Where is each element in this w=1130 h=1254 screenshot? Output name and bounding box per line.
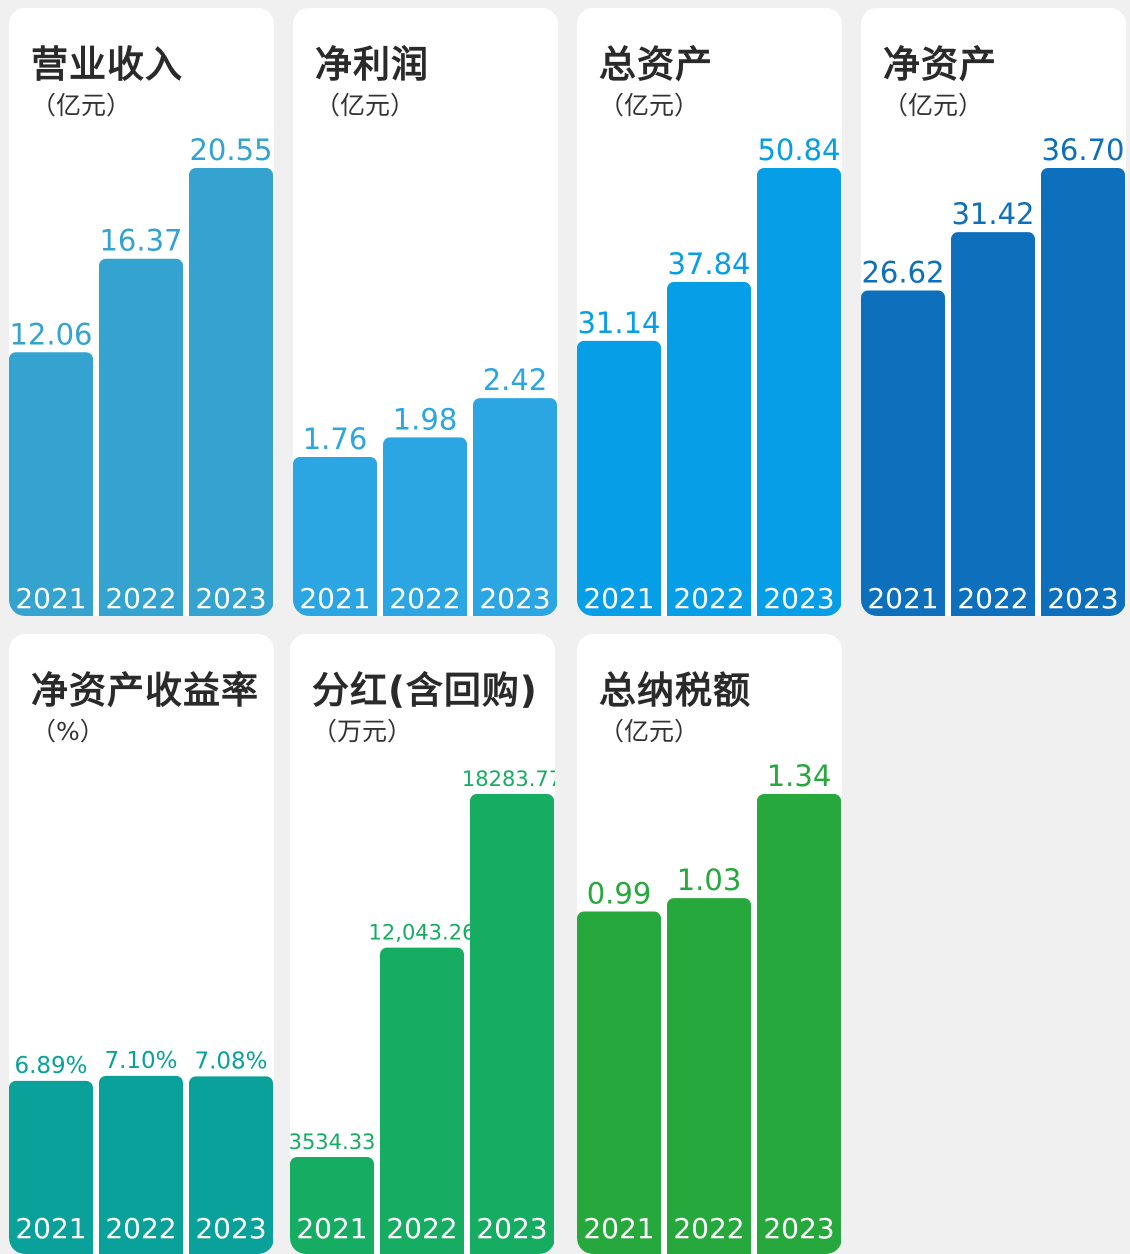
chart-card-revenue: 营业收入 （亿元） 12.06 2021 16.37 2022 20.55 2023 <box>9 8 274 616</box>
category-label: 2022 <box>105 582 176 615</box>
value-label: 31.42 <box>951 197 1034 231</box>
bar-2021 <box>861 290 945 616</box>
bar-2023 <box>189 168 273 616</box>
bar-chart: 1.76 2021 1.98 2022 2.42 2023 <box>293 363 557 616</box>
bar-2021 <box>290 1157 374 1254</box>
bar-2023 <box>757 794 841 1254</box>
value-label: 7.08% <box>194 1048 267 1074</box>
category-label: 2023 <box>1047 582 1118 615</box>
category-label: 2021 <box>15 1212 86 1245</box>
chart-title: 总资产 <box>599 43 713 86</box>
category-label: 2023 <box>476 1212 547 1245</box>
value-label: 7.10% <box>104 1048 177 1074</box>
chart-card-net-assets: 净资产 （亿元） 26.62 2021 31.42 2022 36.70 2023 <box>861 8 1126 616</box>
value-label: 0.99 <box>587 877 652 911</box>
value-label: 50.84 <box>757 133 840 167</box>
category-label: 2021 <box>583 1212 654 1245</box>
bar-2023 <box>1041 168 1125 616</box>
value-label: 1.34 <box>767 759 832 793</box>
bar-2021 <box>9 1080 93 1254</box>
value-label: 36.70 <box>1041 133 1124 167</box>
chart-unit: （万元） <box>312 717 413 746</box>
value-label: 3534.33 <box>290 1130 375 1154</box>
category-label: 2022 <box>105 1212 176 1245</box>
bar-chart: 6.89% 2021 7.10% 2022 7.08% 2023 <box>9 1048 273 1254</box>
bar-chart: 3534.33 2021 12,043.26 2022 18283.77 2023 <box>290 767 555 1254</box>
chart-unit: （亿元） <box>315 91 416 120</box>
value-label: 1.98 <box>393 402 458 436</box>
bar-2022 <box>383 437 467 616</box>
value-label: 18283.77 <box>462 767 555 791</box>
chart-card-roe: 净资产收益率 （%） 6.89% 2021 7.10% 2022 7.08% 2023 <box>9 634 274 1254</box>
chart-title: 净资产 <box>883 43 997 86</box>
value-label: 1.76 <box>303 422 368 456</box>
category-label: 2023 <box>195 1212 266 1245</box>
category-label: 2022 <box>957 582 1028 615</box>
category-label: 2023 <box>195 582 266 615</box>
bar-2023 <box>757 168 841 616</box>
bar-2022 <box>667 282 751 616</box>
value-label: 12,043.26 <box>369 921 476 945</box>
category-label: 2023 <box>479 582 550 615</box>
value-label: 12.06 <box>9 317 92 351</box>
category-label: 2022 <box>386 1212 457 1245</box>
bar-2023 <box>470 794 554 1254</box>
chart-title: 净资产收益率 <box>31 669 259 712</box>
bar-chart: 31.14 2021 37.84 2022 50.84 2023 <box>577 133 841 616</box>
bar-chart: 26.62 2021 31.42 2022 36.70 2023 <box>861 133 1125 616</box>
category-label: 2022 <box>673 1212 744 1245</box>
bar-2022 <box>99 258 183 616</box>
chart-unit: （%） <box>31 717 105 746</box>
value-label: 26.62 <box>861 255 944 289</box>
bar-2021 <box>577 911 661 1254</box>
chart-title: 营业收入 <box>31 43 183 86</box>
bar-2021 <box>9 352 93 616</box>
bar-2022 <box>380 947 464 1254</box>
chart-card-dividend: 分红(含回购) （万元） 3534.33 2021 12,043.26 2022 182… <box>290 634 555 1254</box>
value-label: 2.42 <box>483 363 548 397</box>
category-label: 2021 <box>583 582 654 615</box>
bar-chart: 12.06 2021 16.37 2022 20.55 2023 <box>9 133 273 616</box>
category-label: 2023 <box>763 582 834 615</box>
chart-title: 总纳税额 <box>599 669 751 712</box>
category-label: 2021 <box>867 582 938 615</box>
bar-2023 <box>473 398 557 616</box>
chart-unit: （亿元） <box>31 91 132 120</box>
category-label: 2021 <box>299 582 370 615</box>
chart-card-total-tax: 总纳税额 （亿元） 0.99 2021 1.03 2022 1.34 2023 <box>577 634 842 1254</box>
bar-2022 <box>99 1075 183 1254</box>
bar-2021 <box>293 457 377 616</box>
bar-2023 <box>189 1076 273 1254</box>
category-label: 2022 <box>673 582 744 615</box>
value-label: 16.37 <box>99 224 182 258</box>
chart-unit: （亿元） <box>883 91 984 120</box>
chart-unit: （亿元） <box>599 717 700 746</box>
chart-card-net-profit: 净利润 （亿元） 1.76 2021 1.98 2022 2.42 2023 <box>293 8 558 616</box>
category-label: 2023 <box>763 1212 834 1245</box>
category-label: 2022 <box>389 582 460 615</box>
chart-card-total-assets: 总资产 （亿元） 31.14 2021 37.84 2022 50.84 2023 <box>577 8 842 616</box>
chart-title: 净利润 <box>315 43 429 86</box>
bar-2021 <box>577 340 661 616</box>
bar-2022 <box>667 898 751 1254</box>
value-label: 1.03 <box>677 863 742 897</box>
value-label: 20.55 <box>189 133 272 167</box>
value-label: 31.14 <box>577 306 660 340</box>
chart-unit: （亿元） <box>599 91 700 120</box>
bar-chart: 0.99 2021 1.03 2022 1.34 2023 <box>577 759 841 1254</box>
category-label: 2021 <box>296 1212 367 1245</box>
category-label: 2021 <box>15 582 86 615</box>
value-label: 6.89% <box>14 1053 87 1079</box>
value-label: 37.84 <box>667 247 750 281</box>
chart-title: 分红(含回购) <box>312 669 538 712</box>
bar-2022 <box>951 232 1035 616</box>
